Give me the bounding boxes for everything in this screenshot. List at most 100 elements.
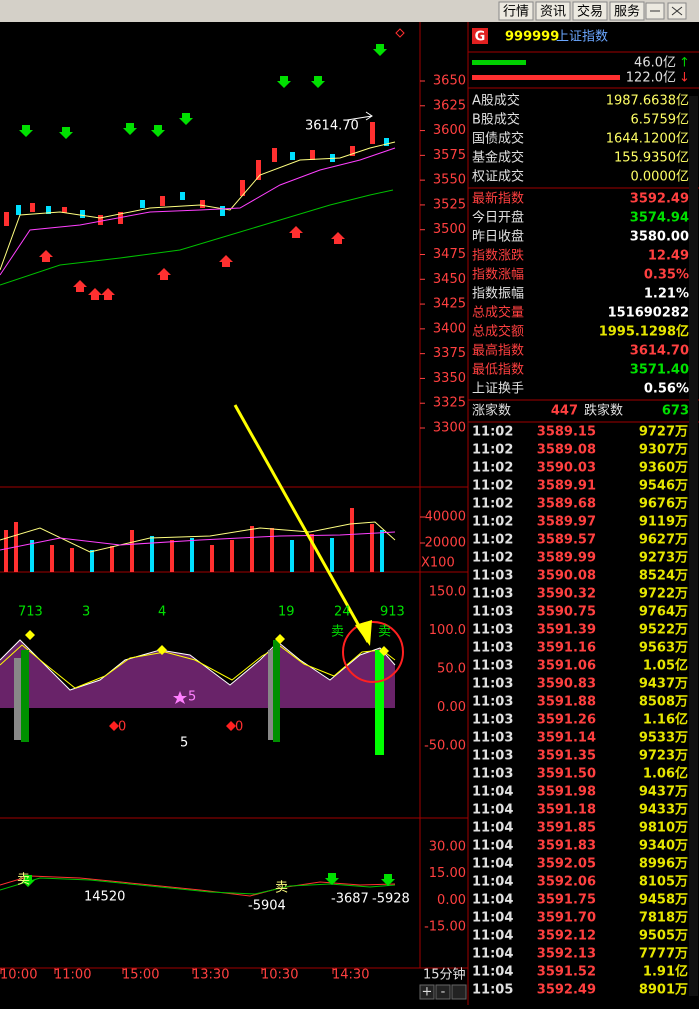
tick-time: 11:03: [472, 587, 513, 602]
x-tick-label: 13:30: [192, 968, 229, 983]
tick-time: 11:03: [472, 569, 513, 584]
tick-volume: 9627万: [639, 533, 688, 548]
candle: [160, 196, 165, 206]
ma-line: [0, 141, 396, 271]
marker: [395, 28, 405, 38]
tick-price: 3591.83: [537, 839, 596, 854]
tick-price: 3592.12: [537, 929, 596, 944]
stat-label: 总成交额: [472, 324, 524, 340]
zoom-out-button[interactable]: [435, 984, 451, 1000]
volume-bar: [50, 545, 54, 572]
tick-volume: 8508万: [639, 695, 688, 710]
tick-price: 3590.32: [537, 587, 596, 602]
tick-price: 3591.50: [537, 767, 596, 782]
pointer-arrow: [233, 404, 370, 643]
tick-volume: 9764万: [639, 605, 688, 620]
up-arrow: [219, 255, 233, 267]
tick-volume: 1.16亿: [643, 712, 688, 728]
down-arrow: [151, 125, 165, 137]
volume-unit: X100: [421, 556, 455, 571]
tick-time: 11:03: [472, 713, 513, 728]
buy-arrows: [39, 226, 345, 300]
stat-value: 0.35%: [644, 268, 689, 283]
y-tick-label: 3400: [433, 321, 466, 336]
tick-time: 11:02: [472, 461, 513, 476]
signal-bar: [375, 650, 384, 755]
stat-value: 0.56%: [644, 382, 689, 397]
tick-volume: 9340万: [639, 839, 688, 854]
candle: [4, 212, 9, 226]
signal-bar: [268, 650, 273, 740]
toolbar-button[interactable]: [498, 1, 534, 21]
zoom-in-button[interactable]: [419, 984, 435, 1000]
tick-time: 11:04: [472, 929, 513, 944]
y-tick-label: 3425: [433, 297, 466, 312]
quote-name: 上证指数: [556, 30, 608, 45]
candle: [16, 205, 21, 215]
stat-label: 指数涨幅: [472, 268, 524, 283]
quote-icon-box: [472, 28, 488, 44]
toolbar-button[interactable]: [535, 1, 571, 21]
y-tick-label: 150.0: [429, 585, 466, 600]
tick-time: 11:02: [472, 479, 513, 494]
candle: [240, 180, 245, 196]
annotation: 14520: [84, 890, 125, 905]
tick-price: 3589.08: [537, 443, 596, 458]
scrollbar: [689, 96, 698, 996]
stat-label: 最高指数: [472, 343, 524, 359]
tick-price: 3591.88: [537, 695, 596, 710]
x-tick-label: 14:30: [332, 968, 369, 983]
annotation: 913: [380, 605, 405, 620]
tick-time: 11:04: [472, 785, 513, 800]
stat-value: 3580.00: [630, 230, 689, 245]
toolbar-button[interactable]: [572, 1, 608, 21]
zoom-out-icon: -: [441, 985, 446, 1000]
candle: [384, 138, 389, 146]
quote-code: 999999: [505, 30, 559, 45]
tick-price: 3591.75: [537, 893, 596, 908]
volume-bar: [90, 550, 94, 572]
candle: [80, 210, 85, 218]
quote-icon: G: [475, 30, 486, 45]
star-marker: [173, 691, 187, 704]
turnover-label: A股成交: [472, 93, 520, 109]
stat-value: 151690282: [608, 306, 689, 321]
indicator-line: [0, 639, 396, 691]
tick-time: 11:03: [472, 695, 513, 710]
annotation: 3614.70: [305, 119, 359, 134]
tick-price: 3590.03: [537, 461, 596, 476]
tick-volume: 8996万: [639, 857, 688, 872]
volume-bar: [350, 508, 354, 572]
tick-price: 3589.57: [537, 533, 596, 548]
up-arrow: [331, 232, 345, 244]
tick-price: 3591.52: [537, 965, 596, 980]
tick-price: 3591.26: [537, 713, 596, 728]
tick-price: 3589.68: [537, 497, 596, 512]
y-tick-label: -15.00: [424, 920, 466, 935]
annotation: 5: [188, 690, 196, 705]
candle: [310, 150, 315, 160]
tick-price: 3591.16: [537, 641, 596, 656]
pointer-arrow: [346, 111, 373, 121]
close-icon: [671, 6, 683, 16]
volume-bar: [330, 538, 334, 572]
stat-label: 最低指数: [472, 363, 524, 378]
turnover-label: B股成交: [472, 112, 520, 128]
candle: [140, 200, 145, 208]
tick-volume: 9505万: [639, 929, 688, 944]
stat-label: 上证换手: [472, 382, 524, 397]
period-label: 15分钟: [423, 967, 466, 983]
signal-bar: [21, 650, 29, 742]
up-count: 447: [551, 404, 578, 419]
expand-button[interactable]: [451, 984, 467, 1000]
toolbar-button[interactable]: [609, 1, 645, 21]
flow-arrow: ↓: [679, 71, 690, 86]
flow-value: 122.0亿: [626, 71, 676, 86]
stat-value: 3592.49: [630, 192, 689, 207]
candle: [272, 148, 277, 162]
tick-time: 11:02: [472, 551, 513, 566]
tick-time: 11:04: [472, 947, 513, 962]
tick-price: 3589.97: [537, 515, 596, 530]
volume-bar: [170, 540, 174, 572]
